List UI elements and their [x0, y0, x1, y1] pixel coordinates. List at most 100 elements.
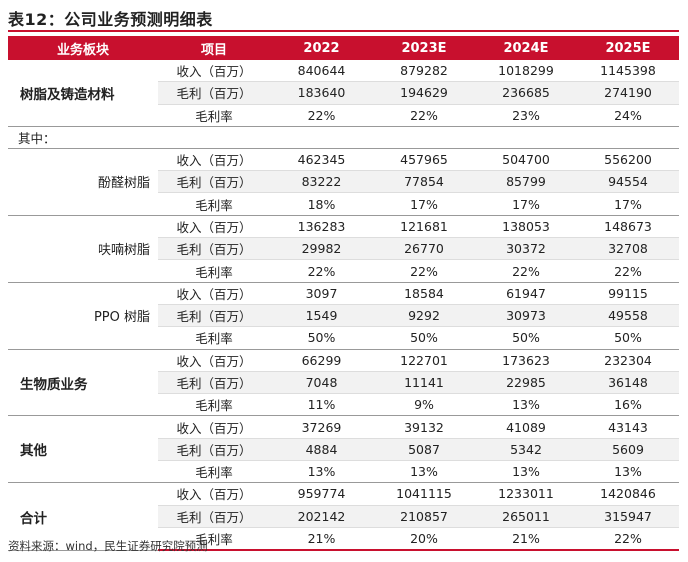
value-cell: 22%: [373, 259, 475, 283]
value-cell: 36148: [577, 371, 679, 395]
value-cell: 24%: [577, 104, 679, 127]
value-cell: 879282: [373, 60, 475, 83]
value-cell: 23%: [475, 104, 577, 127]
metric-label: 收入（百万）: [158, 215, 270, 239]
metric-label: 收入（百万）: [158, 349, 270, 372]
forecast-table: 业务板块 项目 2022 2023E 2024E 2025E 树脂及铸造材料 收入…: [8, 36, 679, 552]
value-cell: 148673: [577, 215, 679, 239]
table-row: 树脂及铸造材料 收入（百万） 840644 879282 1018299 1145398: [8, 60, 679, 127]
table-row: 生物质业务 收入（百万） 66299 122701 173623 232304: [8, 349, 679, 417]
value-cell: 13%: [475, 393, 577, 417]
value-cell: 61947: [475, 282, 577, 305]
value-cell: 85799: [475, 170, 577, 194]
value-cell: 457965: [373, 148, 475, 172]
value-cell: 32708: [577, 237, 679, 261]
value-cell: 959774: [270, 482, 373, 506]
value-cell: 5342: [475, 438, 577, 462]
value-cell: 22%: [577, 527, 679, 552]
metric-label: 毛利（百万）: [158, 371, 270, 395]
value-cell: 39132: [373, 415, 475, 439]
table-row: 酚醛树脂 收入（百万） 462345 457965 504700 556200: [8, 148, 679, 216]
table-row: 毛利率 11% 9% 13% 16%: [8, 393, 679, 417]
metric-label: 毛利率: [158, 326, 270, 350]
value-cell: 22985: [475, 371, 577, 395]
table-row: 毛利率 21% 20% 21% 22%: [8, 527, 679, 552]
value-cell: 18584: [373, 282, 475, 305]
value-cell: 77854: [373, 170, 475, 194]
value-cell: 50%: [270, 326, 373, 350]
header-2022: 2022: [270, 36, 373, 60]
value-cell: 66299: [270, 349, 373, 372]
metric-label: 收入（百万）: [158, 282, 270, 305]
value-cell: 21%: [475, 527, 577, 552]
value-cell: 556200: [577, 148, 679, 172]
value-cell: 43143: [577, 415, 679, 439]
value-cell: 9292: [373, 304, 475, 328]
metric-label: 收入（百万）: [158, 482, 270, 506]
value-cell: 11%: [270, 393, 373, 417]
value-cell: 22%: [373, 104, 475, 127]
value-cell: 840644: [270, 60, 373, 83]
segment-name: 树脂及铸造材料: [8, 60, 158, 127]
value-cell: 50%: [373, 326, 475, 350]
value-cell: 265011: [475, 505, 577, 528]
value-cell: 13%: [577, 460, 679, 484]
metric-label: 毛利（百万）: [158, 438, 270, 462]
value-cell: 1420846: [577, 482, 679, 506]
value-cell: 22%: [270, 104, 373, 127]
value-cell: 1018299: [475, 60, 577, 83]
value-cell: 3097: [270, 282, 373, 305]
header-2024e: 2024E: [475, 36, 577, 60]
value-cell: 202142: [270, 505, 373, 528]
value-cell: 50%: [577, 326, 679, 350]
metric-label: 毛利率: [158, 393, 270, 417]
value-cell: 232304: [577, 349, 679, 372]
table-row: 毛利（百万） 202142 210857 265011 315947: [8, 505, 679, 528]
value-cell: 315947: [577, 505, 679, 528]
value-cell: 462345: [270, 148, 373, 172]
table-title: 表12：公司业务预测明细表: [8, 10, 213, 29]
table-body: 树脂及铸造材料 收入（百万） 840644 879282 1018299 1145398 毛…: [8, 60, 679, 552]
value-cell: 22%: [475, 259, 577, 283]
table-row: 毛利（百万） 7048 11141 22985 36148: [8, 371, 679, 395]
segment-name: 酚醛树脂: [8, 148, 158, 216]
value-cell: 7048: [270, 371, 373, 395]
table-row: 毛利率 22% 22% 23% 24%: [8, 104, 679, 127]
value-cell: 4884: [270, 438, 373, 462]
value-cell: 17%: [373, 192, 475, 216]
metric-label: 毛利率: [158, 104, 270, 127]
segment-name: PPO 树脂: [8, 282, 158, 350]
value-cell: 136283: [270, 215, 373, 239]
metric-label: 毛利（百万）: [158, 304, 270, 328]
value-cell: 17%: [577, 192, 679, 216]
table-row: 毛利（百万） 1549 9292 30973 49558: [8, 304, 679, 328]
segment-name: 呋喃树脂: [8, 215, 158, 283]
header-segment: 业务板块: [8, 36, 158, 60]
value-cell: 17%: [475, 192, 577, 216]
segment-name: 其他: [8, 415, 158, 484]
value-cell: 121681: [373, 215, 475, 239]
value-cell: 50%: [475, 326, 577, 350]
metric-label: 毛利率: [158, 192, 270, 216]
value-cell: 13%: [373, 460, 475, 484]
value-cell: 99115: [577, 282, 679, 305]
table-row: 毛利率 13% 13% 13% 13%: [8, 460, 679, 484]
metric-label: 收入（百万）: [158, 60, 270, 83]
value-cell: 9%: [373, 393, 475, 417]
value-cell: 94554: [577, 170, 679, 194]
header-row: 业务板块 项目 2022 2023E 2024E 2025E: [8, 36, 679, 60]
value-cell: 138053: [475, 215, 577, 239]
metric-label: 毛利（百万）: [158, 81, 270, 105]
segment-name: 生物质业务: [8, 349, 158, 417]
value-cell: 11141: [373, 371, 475, 395]
table-row: 毛利（百万） 83222 77854 85799 94554: [8, 170, 679, 194]
value-cell: 16%: [577, 393, 679, 417]
metric-label: 毛利（百万）: [158, 170, 270, 194]
value-cell: 18%: [270, 192, 373, 216]
title-rule: [8, 30, 679, 32]
value-cell: 210857: [373, 505, 475, 528]
value-cell: 41089: [475, 415, 577, 439]
value-cell: 1145398: [577, 60, 679, 83]
value-cell: 122701: [373, 349, 475, 372]
metric-label: 毛利（百万）: [158, 237, 270, 261]
